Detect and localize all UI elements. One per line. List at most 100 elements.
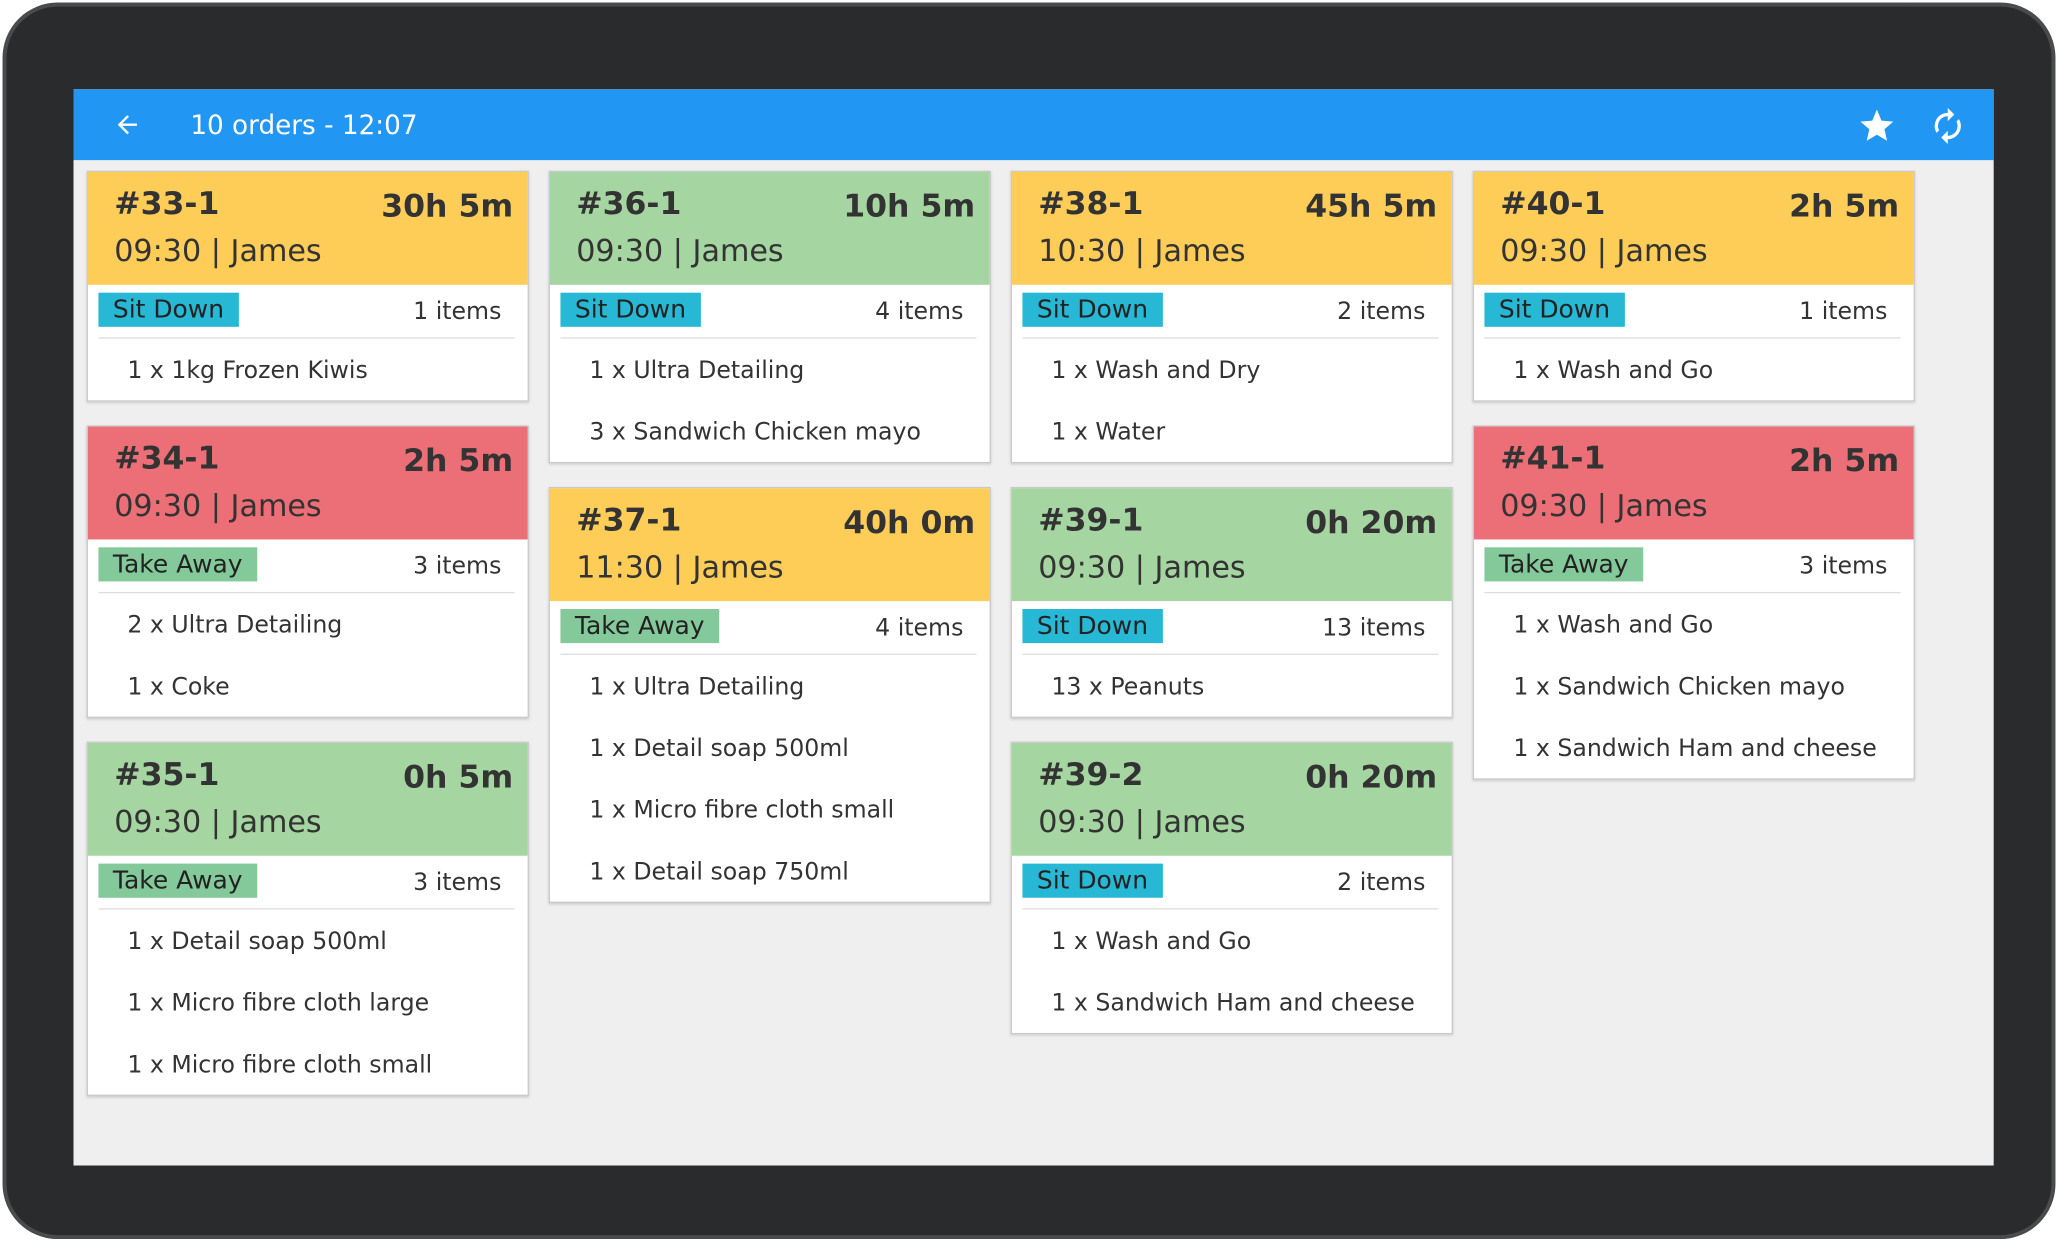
refresh-button[interactable] [1928,106,1967,145]
item-count: 13 items [1322,614,1426,642]
order-item: 1 x Detail soap 750ml [589,858,849,886]
order-time-staff: 09:30 | James [1038,805,1246,840]
order-time-staff: 11:30 | James [576,551,784,586]
order-header: #37-1 40h 0m 11:30 | James [549,488,990,602]
order-id: #38-1 [1038,185,1144,222]
order-time-staff: 09:30 | James [114,489,322,524]
order-time-staff: 09:30 | James [1038,551,1246,586]
order-item: 1 x Ultra Detailing [589,673,805,701]
item-count: 4 items [875,297,964,326]
order-id: #36-1 [576,185,682,222]
order-item: 1 x Sandwich Chicken mayo [1513,673,1845,701]
order-item: 1 x Wash and Go [1051,927,1252,956]
favorite-button[interactable] [1856,106,1898,145]
order-card[interactable]: #39-2 0h 20m 09:30 | James Sit Down 2 items 1… [1010,741,1453,1035]
order-time-staff: 09:30 | James [114,805,322,840]
order-time-staff: 09:30 | James [114,234,322,270]
elapsed-time: 2h 5m [1789,442,1900,480]
order-item: 1 x Micro fibre cloth small [589,796,895,825]
order-meta: Take Away 3 items [98,539,515,594]
elapsed-time: 30h 5m [381,187,514,225]
order-card[interactable]: #40-1 2h 5m 09:30 | James Sit Down 1 items 1 … [1472,170,1915,402]
order-mode-badge: Sit Down [1022,292,1163,327]
order-card[interactable]: #34-1 2h 5m 09:30 | James Take Away 3 items 2… [86,425,529,718]
order-header: #36-1 10h 5m 09:30 | James [549,171,990,285]
order-mode-badge: Take Away [560,609,720,644]
order-item: 1 x Wash and Dry [1051,357,1261,385]
order-meta: Sit Down 13 items [1022,601,1439,655]
order-meta: Sit Down 2 items [1022,285,1439,339]
item-count: 1 items [413,297,502,326]
order-id: #39-2 [1038,756,1144,793]
elapsed-time: 2h 5m [1789,187,1900,225]
order-id: #39-1 [1038,501,1144,539]
order-item: 1 x Micro fibre cloth large [127,989,430,1018]
order-item: 3 x Sandwich Chicken mayo [589,418,921,447]
order-id: #37-1 [576,501,682,539]
order-item: 1 x Coke [127,673,230,701]
order-mode-badge: Take Away [1484,547,1644,582]
elapsed-time: 0h 5m [403,758,514,796]
order-card[interactable]: #33-1 30h 5m 09:30 | James Sit Down 1 items 1… [86,170,529,402]
order-header: #39-1 0h 20m 09:30 | James [1011,488,1452,602]
elapsed-time: 10h 5m [843,187,976,225]
order-card[interactable]: #36-1 10h 5m 09:30 | James Sit Down 4 items 1… [548,170,991,464]
order-item: 1 x Sandwich Ham and cheese [1513,735,1877,763]
order-card[interactable]: #37-1 40h 0m 11:30 | James Take Away 4 items… [548,486,991,903]
screen: 10 orders - 12:07 #33-1 30h 5m 09:30 | Jam… [73,89,1994,1166]
order-item: 2 x Ultra Detailing [127,611,343,640]
order-mode-badge: Sit Down [98,292,239,327]
order-meta: Sit Down 1 items [1484,285,1901,339]
order-mode-badge: Sit Down [1484,292,1625,327]
item-count: 2 items [1337,297,1426,326]
order-time-staff: 09:30 | James [1500,234,1708,270]
item-count: 3 items [413,552,502,581]
elapsed-time: 45h 5m [1305,187,1438,225]
order-header: #35-1 0h 5m 09:30 | James [87,742,528,856]
app-title: 10 orders - 12:07 [190,108,418,141]
elapsed-time: 0h 20m [1305,504,1438,541]
item-count: 2 items [1337,868,1426,897]
order-column: #33-1 30h 5m 09:30 | James Sit Down 1 items 1… [86,170,529,1120]
order-meta: Take Away 4 items [560,601,977,655]
order-meta: Sit Down 2 items [1022,856,1439,910]
order-id: #40-1 [1500,185,1606,222]
order-meta: Sit Down 1 items [98,285,515,339]
order-meta: Take Away 3 items [98,856,515,910]
order-mode-badge: Sit Down [1022,863,1163,898]
order-header: #34-1 2h 5m 09:30 | James [87,426,528,540]
order-id: #41-1 [1500,439,1606,477]
order-card[interactable]: #39-1 0h 20m 09:30 | James Sit Down 13 items… [1010,486,1453,718]
order-item: 1 x Ultra Detailing [589,357,805,385]
order-id: #33-1 [114,185,220,222]
order-header: #39-2 0h 20m 09:30 | James [1011,742,1452,856]
order-item: 13 x Peanuts [1051,673,1205,701]
order-card[interactable]: #38-1 45h 5m 10:30 | James Sit Down 2 items 1… [1010,170,1453,464]
order-header: #41-1 2h 5m 09:30 | James [1473,426,1914,540]
order-item: 1 x Detail soap 500ml [589,735,849,763]
order-mode-badge: Sit Down [560,292,701,327]
order-column: #36-1 10h 5m 09:30 | James Sit Down 4 items 1… [548,170,991,927]
order-mode-badge: Sit Down [1022,609,1163,644]
order-meta: Sit Down 4 items [560,285,977,339]
order-meta: Take Away 3 items [1484,539,1901,594]
order-time-staff: 09:30 | James [1500,489,1708,524]
back-button[interactable] [113,110,142,139]
order-header: #33-1 30h 5m 09:30 | James [87,171,528,285]
item-count: 3 items [413,868,502,897]
order-mode-badge: Take Away [98,863,258,898]
order-item: 1 x 1kg Frozen Kiwis [127,357,368,385]
order-column: #40-1 2h 5m 09:30 | James Sit Down 1 items 1 … [1472,170,1915,804]
order-card[interactable]: #41-1 2h 5m 09:30 | James Take Away 3 items 1… [1472,425,1915,780]
order-header: #38-1 45h 5m 10:30 | James [1011,171,1452,285]
order-card[interactable]: #35-1 0h 5m 09:30 | James Take Away 3 items 1… [86,741,529,1096]
order-item: 1 x Water [1051,418,1166,447]
elapsed-time: 40h 0m [843,504,976,541]
order-item: 1 x Wash and Go [1513,611,1714,640]
order-column: #38-1 45h 5m 10:30 | James Sit Down 2 items 1… [1010,170,1453,1058]
order-item: 1 x Sandwich Ham and cheese [1051,989,1415,1018]
order-id: #35-1 [114,756,220,793]
item-count: 3 items [1799,552,1888,581]
order-mode-badge: Take Away [98,547,258,582]
